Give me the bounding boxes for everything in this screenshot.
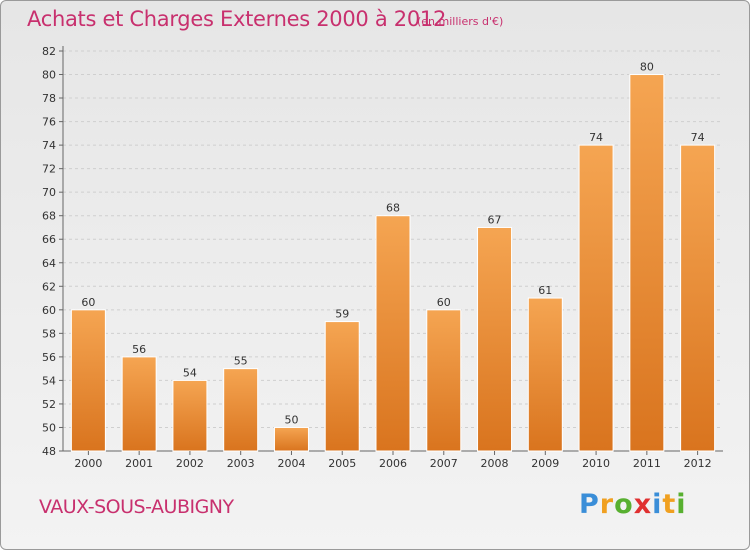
x-tick-label-2011: 2011 (633, 457, 661, 470)
bar-2003[interactable] (223, 368, 259, 452)
value-label-2000: 60 (81, 296, 95, 309)
bar-2002[interactable] (172, 379, 208, 452)
value-label-2008: 67 (488, 213, 502, 226)
chart-subtitle: (en milliers d'€) (417, 15, 504, 28)
x-tick-label-2004: 2004 (277, 457, 305, 470)
x-tick-label-2003: 2003 (227, 457, 255, 470)
y-tick-label: 76 (42, 116, 56, 129)
value-label-2010: 74 (589, 131, 603, 144)
y-tick-label: 74 (42, 139, 56, 152)
bar-2001[interactable] (121, 356, 157, 452)
value-label-2004: 50 (284, 413, 298, 426)
x-tick-label-2002: 2002 (176, 457, 204, 470)
proxiti-logo[interactable]: Proxiti (579, 489, 687, 520)
y-tick-label: 70 (42, 186, 56, 199)
bar-2006[interactable] (375, 215, 411, 452)
y-tick-label: 78 (42, 92, 56, 105)
bars (70, 74, 716, 452)
value-label-2007: 60 (437, 296, 451, 309)
y-tick-label: 60 (42, 304, 56, 317)
bar-2008[interactable] (477, 226, 513, 452)
value-label-2003: 55 (234, 355, 248, 368)
x-tick-label-2007: 2007 (430, 457, 458, 470)
y-tick-label: 52 (42, 398, 56, 411)
bar-2005[interactable] (324, 321, 360, 452)
x-tick-label-2005: 2005 (328, 457, 356, 470)
value-label-2011: 80 (640, 61, 654, 74)
x-tick-label-2006: 2006 (379, 457, 407, 470)
value-label-2002: 54 (183, 366, 197, 379)
y-tick-labels: 48 50 52 54 56 58 60 62 64 66 68 70 72 74 76 78 80 82 (42, 45, 56, 458)
chart-title: Achats et Charges Externes 2000 à 2012 (27, 7, 447, 31)
x-tick-label-2009: 2009 (531, 457, 559, 470)
x-tick-label-2001: 2001 (125, 457, 153, 470)
y-tick-label: 64 (42, 257, 56, 270)
bar-2011[interactable] (629, 74, 665, 452)
value-label-2006: 68 (386, 202, 400, 215)
y-tick-label: 72 (42, 163, 56, 176)
value-label-2009: 61 (538, 284, 552, 297)
y-tick-label: 68 (42, 210, 56, 223)
value-labels: 60 56 54 55 50 59 68 60 67 61 74 80 74 (81, 61, 704, 427)
y-tick-label: 62 (42, 280, 56, 293)
commune-name: VAUX-SOUS-AUBIGNY (39, 496, 234, 518)
y-tick-label: 54 (42, 374, 56, 387)
y-tick-label: 48 (42, 445, 56, 458)
y-tick-label: 50 (42, 421, 56, 434)
x-tick-labels: 2000 2001 2002 2003 2004 2005 2006 2007 2008 2009… (74, 451, 712, 470)
y-tick-label: 82 (42, 45, 56, 58)
bar-2009[interactable] (527, 297, 563, 452)
y-tick-label: 80 (42, 69, 56, 82)
value-label-2005: 59 (335, 308, 349, 321)
y-tick-label: 56 (42, 351, 56, 364)
value-label-2012: 74 (691, 131, 705, 144)
bar-2004[interactable] (273, 426, 309, 452)
y-tick-label: 58 (42, 327, 56, 340)
value-label-2001: 56 (132, 343, 146, 356)
x-tick-label-2000: 2000 (74, 457, 102, 470)
y-tick-label: 66 (42, 233, 56, 246)
bar-2010[interactable] (578, 144, 614, 452)
x-tick-label-2010: 2010 (582, 457, 610, 470)
x-tick-label-2012: 2012 (684, 457, 712, 470)
x-tick-label-2008: 2008 (481, 457, 509, 470)
bar-2000[interactable] (70, 309, 106, 452)
bar-2007[interactable] (426, 309, 462, 452)
bar-2012[interactable] (680, 144, 716, 452)
